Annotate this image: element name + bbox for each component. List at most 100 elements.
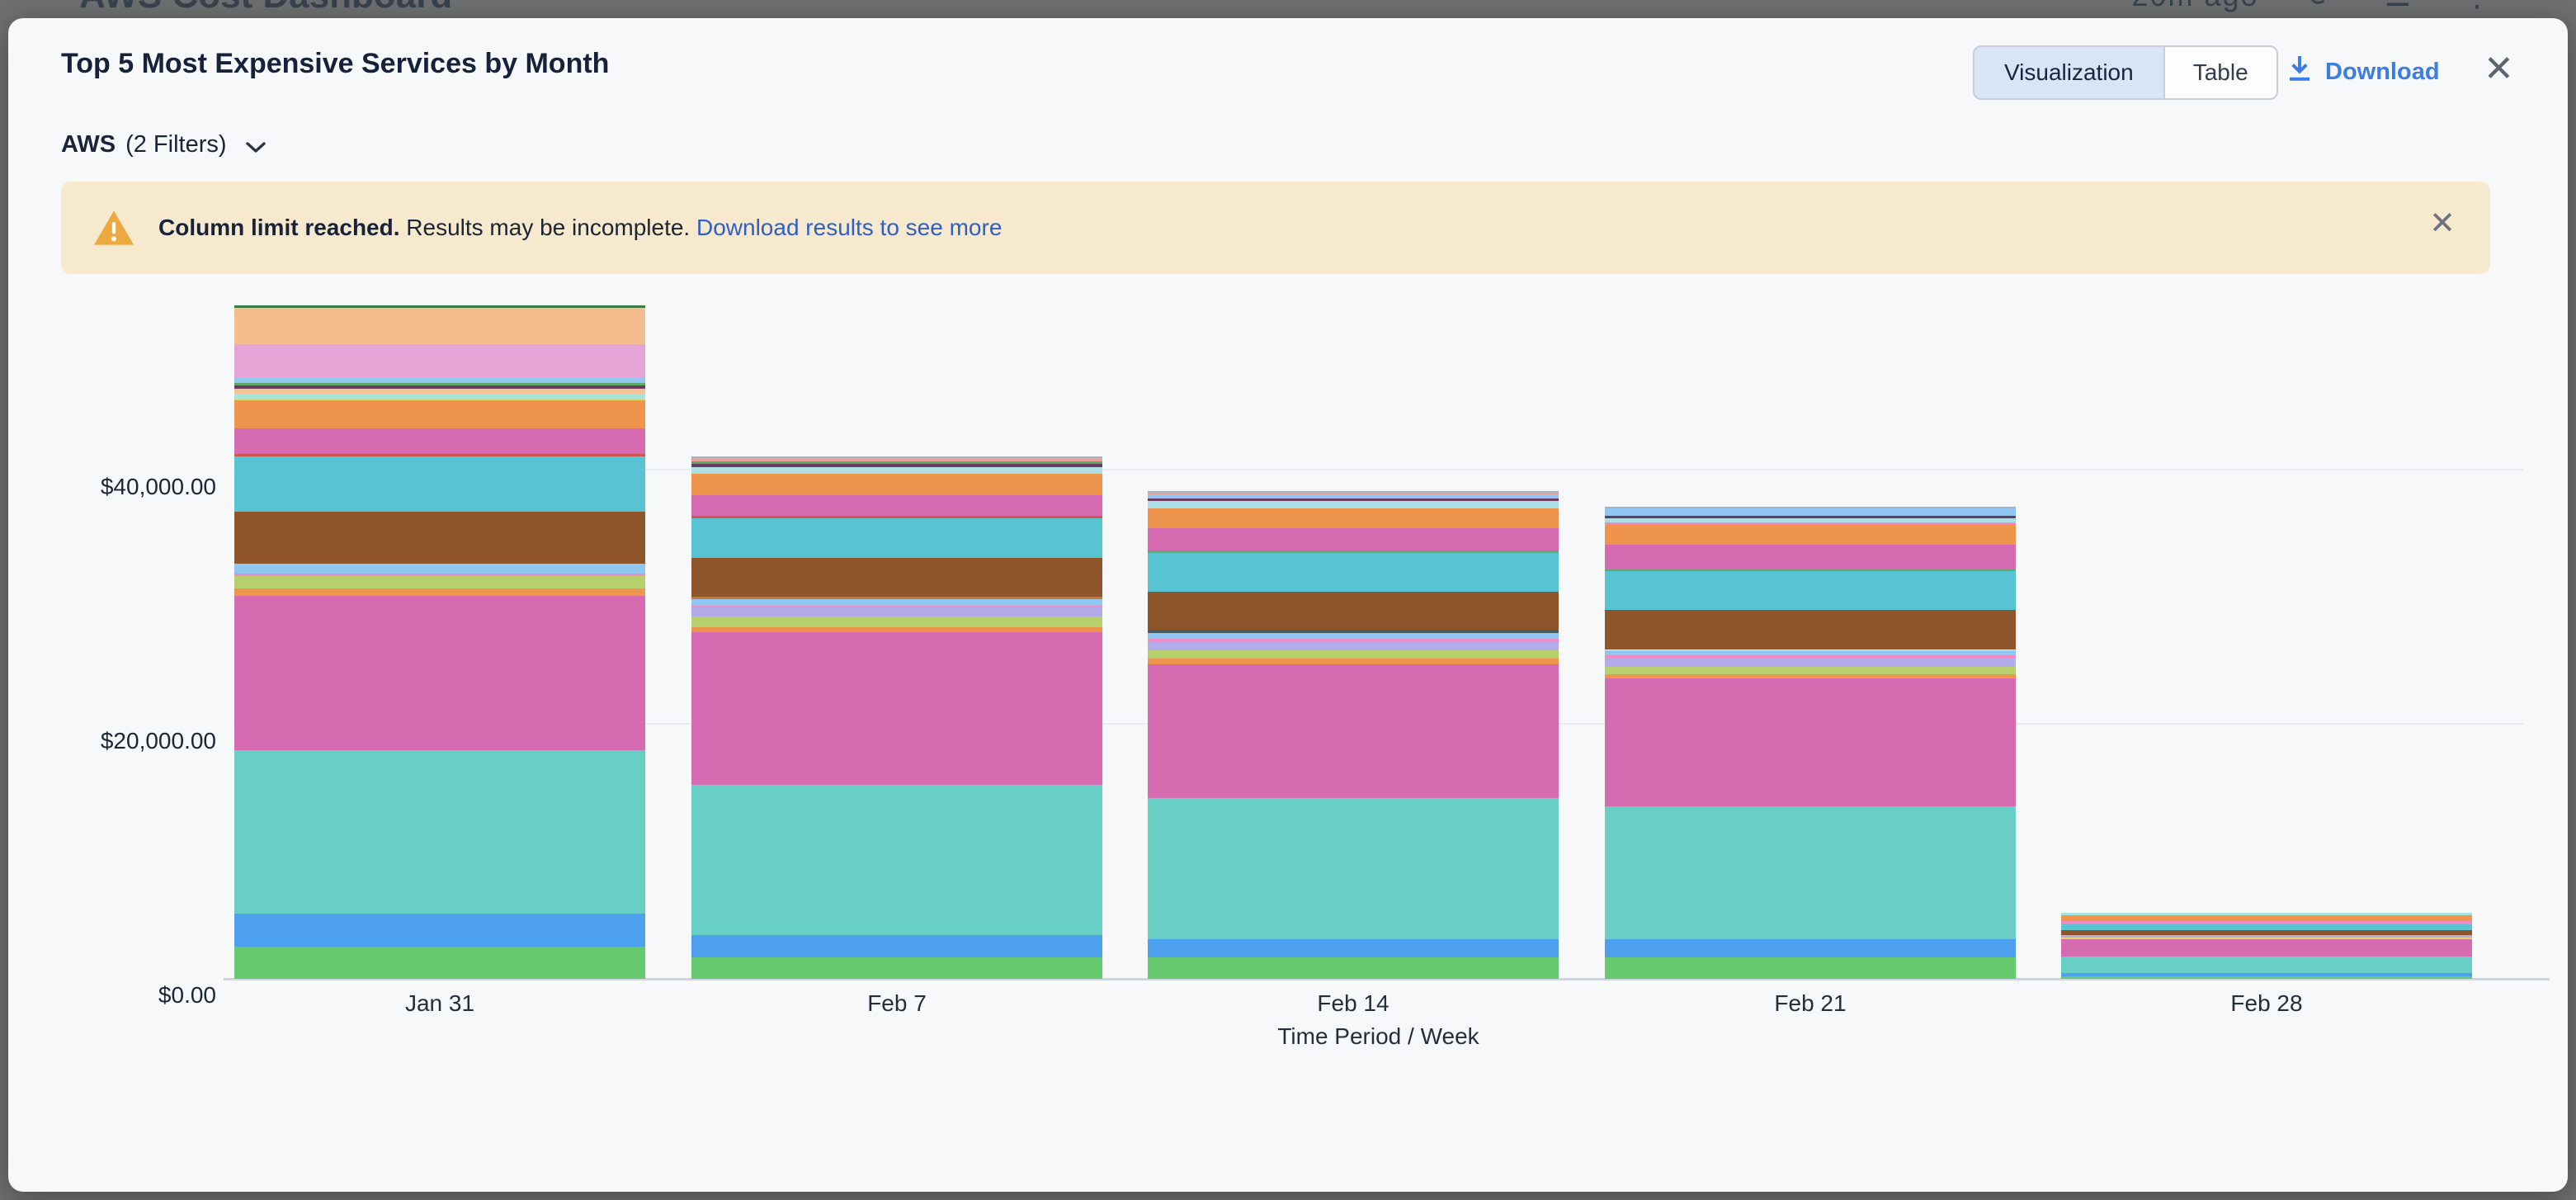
bar-segment[interactable] [1148,798,1559,939]
bar-segment[interactable] [1148,642,1559,651]
bar-segment[interactable] [691,599,1102,607]
bar-segment[interactable] [1148,498,1559,502]
bar-segment[interactable] [691,518,1102,559]
bar-jan-31[interactable] [234,281,645,979]
bar-segment[interactable] [1605,655,2016,659]
bar-segment[interactable] [691,785,1102,936]
bar-segment[interactable] [234,750,645,914]
bar-segment[interactable] [1148,501,1559,509]
bar-segment[interactable] [2061,938,2472,940]
bar-segment[interactable] [1605,506,2016,508]
bar-segment[interactable] [1605,650,2016,656]
bar-segment[interactable] [1148,553,1559,593]
bar-feb-7[interactable] [691,281,1102,979]
bar-segment[interactable] [691,467,1102,475]
bar-segment[interactable] [234,456,645,513]
bar-segment[interactable] [1148,664,1559,799]
bar-segment[interactable] [2061,957,2472,974]
bar-segment[interactable] [1605,515,2016,518]
bar-segment[interactable] [1605,806,2016,939]
bar-segment[interactable] [1148,957,1559,979]
bar-segment[interactable] [1605,667,2016,675]
bar-segment[interactable] [234,914,645,947]
bar-segment[interactable] [234,576,645,589]
bar-segment[interactable] [234,308,645,345]
bar-feb-21[interactable] [1605,281,2016,979]
download-results-link[interactable]: Download results to see more [696,215,1003,240]
bar-segment[interactable] [691,632,1102,786]
tab-table[interactable]: Table [2163,45,2278,100]
bar-segment[interactable] [1148,528,1559,551]
bar-segment[interactable] [691,935,1102,957]
bar-segment[interactable] [234,385,645,390]
bar-segment[interactable] [691,607,1102,617]
bar-segment[interactable] [1605,522,2016,524]
bar-segment[interactable] [1605,610,2016,650]
bar-segment[interactable] [1148,550,1559,554]
bar-segment[interactable] [1605,658,2016,668]
bar-segment[interactable] [1605,938,2016,957]
bar-segment[interactable] [1605,523,2016,545]
bar-segment[interactable] [691,957,1102,979]
bar-segment[interactable] [234,344,645,379]
bar-segment[interactable] [234,399,645,401]
bar-segment[interactable] [691,597,1102,600]
bar-segment[interactable] [234,596,645,750]
bar-segment[interactable] [1605,508,2016,516]
bar-segment[interactable] [1148,592,1559,631]
bar-feb-14[interactable] [1148,281,1559,979]
bar-segment[interactable] [1605,544,2016,569]
bar-segment[interactable] [1148,938,1559,957]
tab-visualization[interactable]: Visualization [1973,45,2163,100]
bar-segment[interactable] [234,383,645,386]
bar-segment[interactable] [234,512,645,565]
bar-segment[interactable] [691,606,1102,608]
bar-segment[interactable] [691,627,1102,633]
bar-segment[interactable] [691,617,1102,628]
bar-segment[interactable] [1148,639,1559,643]
bar-segment[interactable] [234,305,645,309]
banner-close-icon[interactable]: ✕ [2429,206,2456,241]
bar-segment[interactable] [234,947,645,979]
bar-segment[interactable] [1605,569,2016,572]
bar-segment[interactable] [1148,633,1559,640]
bar-segment[interactable] [1605,517,2016,522]
bar-segment[interactable] [2061,915,2472,922]
bar-segment[interactable] [2061,973,2472,977]
bar-segment[interactable] [234,574,645,577]
bar-segment[interactable] [234,454,645,457]
bar-segment[interactable] [691,458,1102,462]
bar-segment[interactable] [691,558,1102,598]
bar-segment[interactable] [234,564,645,574]
bar-segment[interactable] [234,400,645,429]
bar-segment[interactable] [234,394,645,399]
bar-segment[interactable] [2061,913,2472,916]
bar-segment[interactable] [234,428,645,455]
bar-segment[interactable] [2061,930,2472,936]
download-button[interactable]: Download [2287,54,2440,89]
bar-segment[interactable] [1148,508,1559,529]
bar-segment[interactable] [2061,939,2472,957]
bar-segment[interactable] [691,461,1102,465]
bar-segment[interactable] [2061,921,2472,925]
bar-segment[interactable] [1605,957,2016,979]
close-icon[interactable]: ✕ [2484,49,2514,89]
bar-segment[interactable] [1148,494,1559,499]
bar-segment[interactable] [1148,490,1559,493]
bar-segment[interactable] [2061,976,2472,979]
bar-segment[interactable] [1148,650,1559,659]
bar-segment[interactable] [691,464,1102,468]
bar-segment[interactable] [1605,678,2016,807]
bar-segment[interactable] [2061,924,2472,931]
bar-feb-28[interactable] [2061,281,2472,979]
bar-segment[interactable] [691,456,1102,459]
bar-segment[interactable] [1148,630,1559,634]
bar-segment[interactable] [2061,935,2472,938]
bar-segment[interactable] [1605,674,2016,679]
bar-segment[interactable] [234,588,645,597]
bar-segment[interactable] [1148,492,1559,495]
bar-segment[interactable] [691,495,1102,517]
bar-segment[interactable] [691,516,1102,519]
bar-segment[interactable] [234,378,645,384]
bar-segment[interactable] [234,389,645,394]
